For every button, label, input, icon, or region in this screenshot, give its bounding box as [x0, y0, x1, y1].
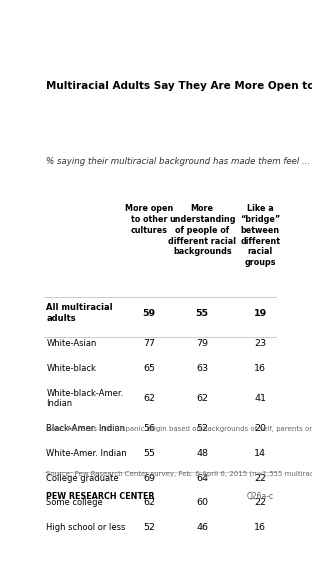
- Text: More
understanding
of people of
different racial
backgrounds: More understanding of people of differen…: [168, 205, 236, 257]
- Text: Multiracial Adults Say They Are More Open to Other Cultures and Races, but Not a: Multiracial Adults Say They Are More Ope…: [46, 81, 312, 91]
- Text: 65: 65: [143, 364, 155, 373]
- Text: College graduate: College graduate: [46, 474, 119, 483]
- Text: 19: 19: [254, 309, 267, 318]
- Text: 16: 16: [254, 364, 266, 373]
- Text: 62: 62: [143, 499, 155, 508]
- Text: All multiracial
adults: All multiracial adults: [46, 303, 113, 323]
- Text: 62: 62: [196, 394, 208, 403]
- Text: 41: 41: [254, 394, 266, 403]
- Text: PEW RESEARCH CENTER: PEW RESEARCH CENTER: [46, 492, 155, 501]
- Text: 22: 22: [254, 499, 266, 508]
- Text: 62: 62: [143, 394, 155, 403]
- Text: 20: 20: [254, 424, 266, 433]
- Text: White-black: White-black: [46, 364, 96, 373]
- Text: Black-Amer. Indian: Black-Amer. Indian: [46, 424, 125, 433]
- Text: 22: 22: [254, 474, 266, 483]
- Text: 55: 55: [196, 309, 209, 318]
- Text: 52: 52: [196, 424, 208, 433]
- Text: % saying their multiracial background has made them feel ...: % saying their multiracial background ha…: [46, 157, 310, 166]
- Text: 77: 77: [143, 339, 155, 348]
- Text: More open
to other
cultures: More open to other cultures: [125, 205, 173, 235]
- Text: 60: 60: [196, 499, 208, 508]
- Text: Like a
“bridge”
between
different
racial
groups: Like a “bridge” between different racial…: [240, 205, 280, 267]
- Text: 56: 56: [143, 424, 155, 433]
- Text: Source: Pew Research Center survey, Feb. 6-April 6, 2015 (n=1,555 multiracial ad: Source: Pew Research Center survey, Feb.…: [46, 471, 312, 477]
- Text: 46: 46: [196, 523, 208, 532]
- Text: 52: 52: [143, 523, 155, 532]
- Text: 14: 14: [254, 449, 266, 458]
- Text: 48: 48: [196, 449, 208, 458]
- Text: Q26a-c: Q26a-c: [246, 492, 274, 501]
- Text: White-black-Amer.
Indian: White-black-Amer. Indian: [46, 389, 124, 408]
- Text: Note: All races and Hispanic origin based on backgrounds of self, parents or gra: Note: All races and Hispanic origin base…: [46, 426, 312, 433]
- Text: White-Amer. Indian: White-Amer. Indian: [46, 449, 127, 458]
- Text: 69: 69: [143, 474, 155, 483]
- Text: 16: 16: [254, 523, 266, 532]
- Text: 23: 23: [254, 339, 266, 348]
- Text: White-Asian: White-Asian: [46, 339, 97, 348]
- Text: 63: 63: [196, 364, 208, 373]
- Text: 55: 55: [143, 449, 155, 458]
- Text: 64: 64: [196, 474, 208, 483]
- Text: High school or less: High school or less: [46, 523, 126, 532]
- Text: Some college: Some college: [46, 499, 103, 508]
- Text: 59: 59: [143, 309, 156, 318]
- Text: 79: 79: [196, 339, 208, 348]
